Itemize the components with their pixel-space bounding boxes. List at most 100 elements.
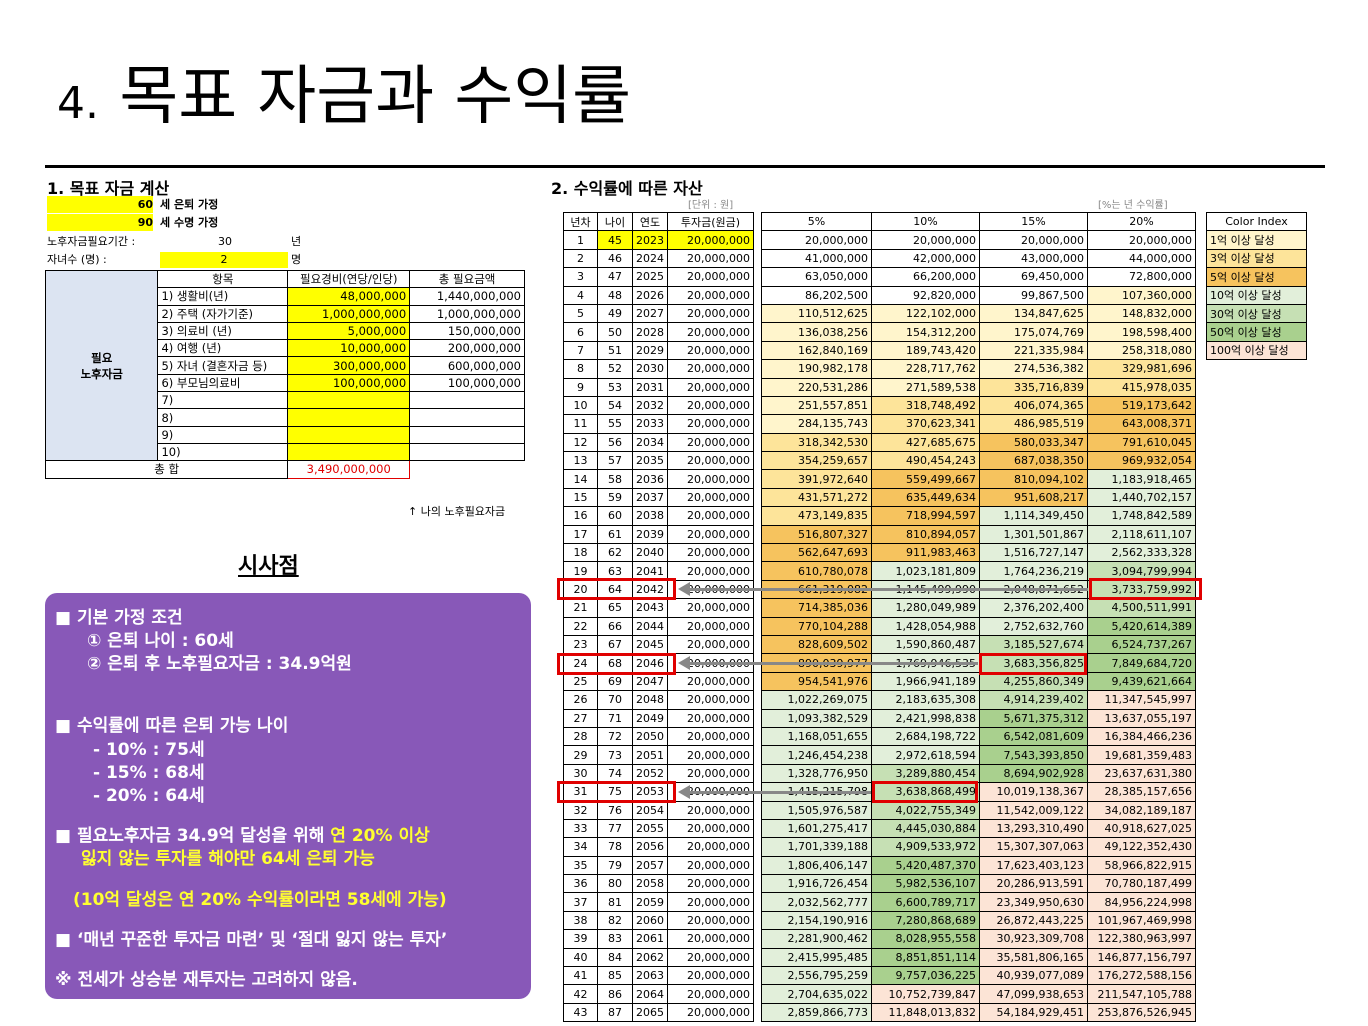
cell-15pct: 11,542,009,122 <box>979 800 1088 820</box>
table-row: 6 50 2028 20,000,000 136,038,256 154,312,200 1… <box>563 322 1196 342</box>
cell-5pct: 284,135,743 <box>761 414 872 434</box>
implications-title: 시사점 <box>238 554 299 579</box>
header-year: 연도 <box>632 211 668 232</box>
cell-15pct: 4,914,239,402 <box>979 690 1088 710</box>
cell-year: 2064 <box>632 984 668 1004</box>
rate-note: [%는 년 수익률] <box>1098 200 1168 211</box>
cell-age: 62 <box>597 543 633 563</box>
cell-year-no: 23 <box>563 634 598 655</box>
cell-principal: 20,000,000 <box>667 377 754 397</box>
table-row: 7 51 2029 20,000,000 162,840,169 189,743,420 2… <box>563 340 1196 361</box>
cell-year-no: 1 <box>563 230 598 250</box>
cell-principal: 20,000,000 <box>667 634 754 655</box>
total-row: 총 합 3,490,000,000 <box>44 460 525 479</box>
cell-year-no: 34 <box>563 837 598 857</box>
cell-year-no: 2 <box>563 248 598 269</box>
cell-10pct: 1,023,181,809 <box>871 561 980 581</box>
cell-15pct: 10,019,138,367 <box>979 782 1088 802</box>
table-row: 14 58 2036 20,000,000 391,972,640 559,499,667… <box>563 469 1196 489</box>
cell-5pct: 86,202,500 <box>761 285 872 305</box>
cell-year: 2031 <box>632 377 668 397</box>
cell-15pct: 8,694,902,928 <box>979 763 1088 784</box>
cell-year: 2025 <box>632 267 668 287</box>
asset-table-wrap: 년차 나이 연도 투자금(원금) 5% 10% 15% 20% 1 45 2023 2… <box>563 211 1196 1023</box>
cell-20pct: 70,780,187,499 <box>1087 874 1196 894</box>
cell-year-no: 42 <box>563 984 598 1004</box>
cell-year-no: 38 <box>563 910 598 931</box>
cell-year-no: 29 <box>563 745 598 765</box>
cell-year: 2047 <box>632 671 668 692</box>
total-label: 총 합 <box>44 460 289 479</box>
cell-10pct: 4,909,533,972 <box>871 837 980 857</box>
cell-10pct: 6,600,789,717 <box>871 892 980 912</box>
cell-20pct: 519,173,642 <box>1087 395 1196 416</box>
cell-age: 85 <box>597 966 633 986</box>
cell-15pct: 1,301,501,867 <box>979 524 1088 545</box>
cell-5pct: 1,916,726,454 <box>761 874 872 894</box>
cell-principal: 20,000,000 <box>667 616 754 636</box>
header-cost: 필요경비(연당/인당) <box>287 269 411 289</box>
cell-15pct: 17,623,403,123 <box>979 855 1088 876</box>
cell-5pct: 110,512,625 <box>761 303 872 324</box>
cell-10pct: 8,851,851,114 <box>871 947 980 968</box>
cell-year: 2049 <box>632 708 668 728</box>
cell-age: 65 <box>597 598 633 618</box>
unit-note: [단위 : 원] <box>688 200 734 211</box>
cell-age: 83 <box>597 929 633 949</box>
cell-15pct: 15,307,307,063 <box>979 837 1088 857</box>
arrow-15pct <box>688 662 978 665</box>
cell-age: 58 <box>597 469 633 489</box>
cell-20pct: 107,360,000 <box>1087 285 1196 305</box>
cell-20pct: 84,956,224,998 <box>1087 892 1196 912</box>
cell-principal: 20,000,000 <box>667 910 754 931</box>
cell-age: 76 <box>597 800 633 820</box>
cell-5pct: 473,149,835 <box>761 506 872 526</box>
cell-principal: 20,000,000 <box>667 800 754 820</box>
table-row: 36 80 2058 20,000,000 1,916,726,454 5,982,536… <box>563 874 1196 894</box>
cell-year-no: 40 <box>563 947 598 968</box>
cell-age: 56 <box>597 432 633 453</box>
cell-year: 2044 <box>632 616 668 636</box>
cell-15pct: 406,074,365 <box>979 395 1088 416</box>
cell-principal: 20,000,000 <box>667 340 754 361</box>
cell-15pct: 687,038,350 <box>979 451 1088 471</box>
table-row: 25 69 2047 20,000,000 954,541,976 1,966,941,1… <box>563 671 1196 692</box>
cell-age: 87 <box>597 1002 633 1023</box>
cell-20pct: 23,637,631,380 <box>1087 763 1196 784</box>
cell-5pct: 2,281,900,462 <box>761 929 872 949</box>
table-row: 23 67 2045 20,000,000 828,609,502 1,590,860,4… <box>563 634 1196 655</box>
cell-year-no: 36 <box>563 874 598 894</box>
table-row: 11 55 2033 20,000,000 284,135,743 370,623,341… <box>563 414 1196 434</box>
cell-year-no: 10 <box>563 395 598 416</box>
table-row: 18 62 2040 20,000,000 562,647,693 911,983,463… <box>563 543 1196 563</box>
cell-principal: 20,000,000 <box>667 837 754 857</box>
cell-15pct: 99,867,500 <box>979 285 1088 305</box>
cell-20pct: 44,000,000 <box>1087 248 1196 269</box>
table-row: 41 85 2063 20,000,000 2,556,795,259 9,757,036… <box>563 966 1196 986</box>
impl-highlight: 연 20% 이상 <box>330 826 430 846</box>
cell-10pct: 10,752,739,847 <box>871 984 980 1004</box>
cell-10pct: 2,183,635,308 <box>871 690 980 710</box>
header-10pct: 10% <box>871 211 980 232</box>
highlight-age-75 <box>557 781 676 803</box>
cell-10pct: 1,966,941,189 <box>871 671 980 692</box>
header-age: 나이 <box>597 211 633 232</box>
cell-20pct: 415,978,035 <box>1087 377 1196 397</box>
cell-10pct: 3,638,868,499 <box>871 782 980 802</box>
life-age-cell: 90 <box>47 214 153 231</box>
cell-principal: 20,000,000 <box>667 487 754 508</box>
cell-10pct: 9,757,036,225 <box>871 966 980 986</box>
cell-10pct: 5,420,487,370 <box>871 855 980 876</box>
cell-year-no: 15 <box>563 487 598 508</box>
cell-10pct: 2,421,998,838 <box>871 708 980 728</box>
table-row: 27 71 2049 20,000,000 1,093,382,529 2,421,998… <box>563 708 1196 728</box>
impl-line: (10억 달성은 연 20% 수익률이라면 58세에 가능) <box>73 890 447 910</box>
cell-5pct: 610,780,078 <box>761 561 872 581</box>
cell-5pct: 1,701,339,188 <box>761 837 872 857</box>
cell-year: 2057 <box>632 855 668 876</box>
cell-year: 2051 <box>632 745 668 765</box>
header-20pct: 20% <box>1087 211 1196 232</box>
cell-year: 2063 <box>632 966 668 986</box>
cell-age: 78 <box>597 837 633 857</box>
cell-principal: 20,000,000 <box>667 855 754 876</box>
